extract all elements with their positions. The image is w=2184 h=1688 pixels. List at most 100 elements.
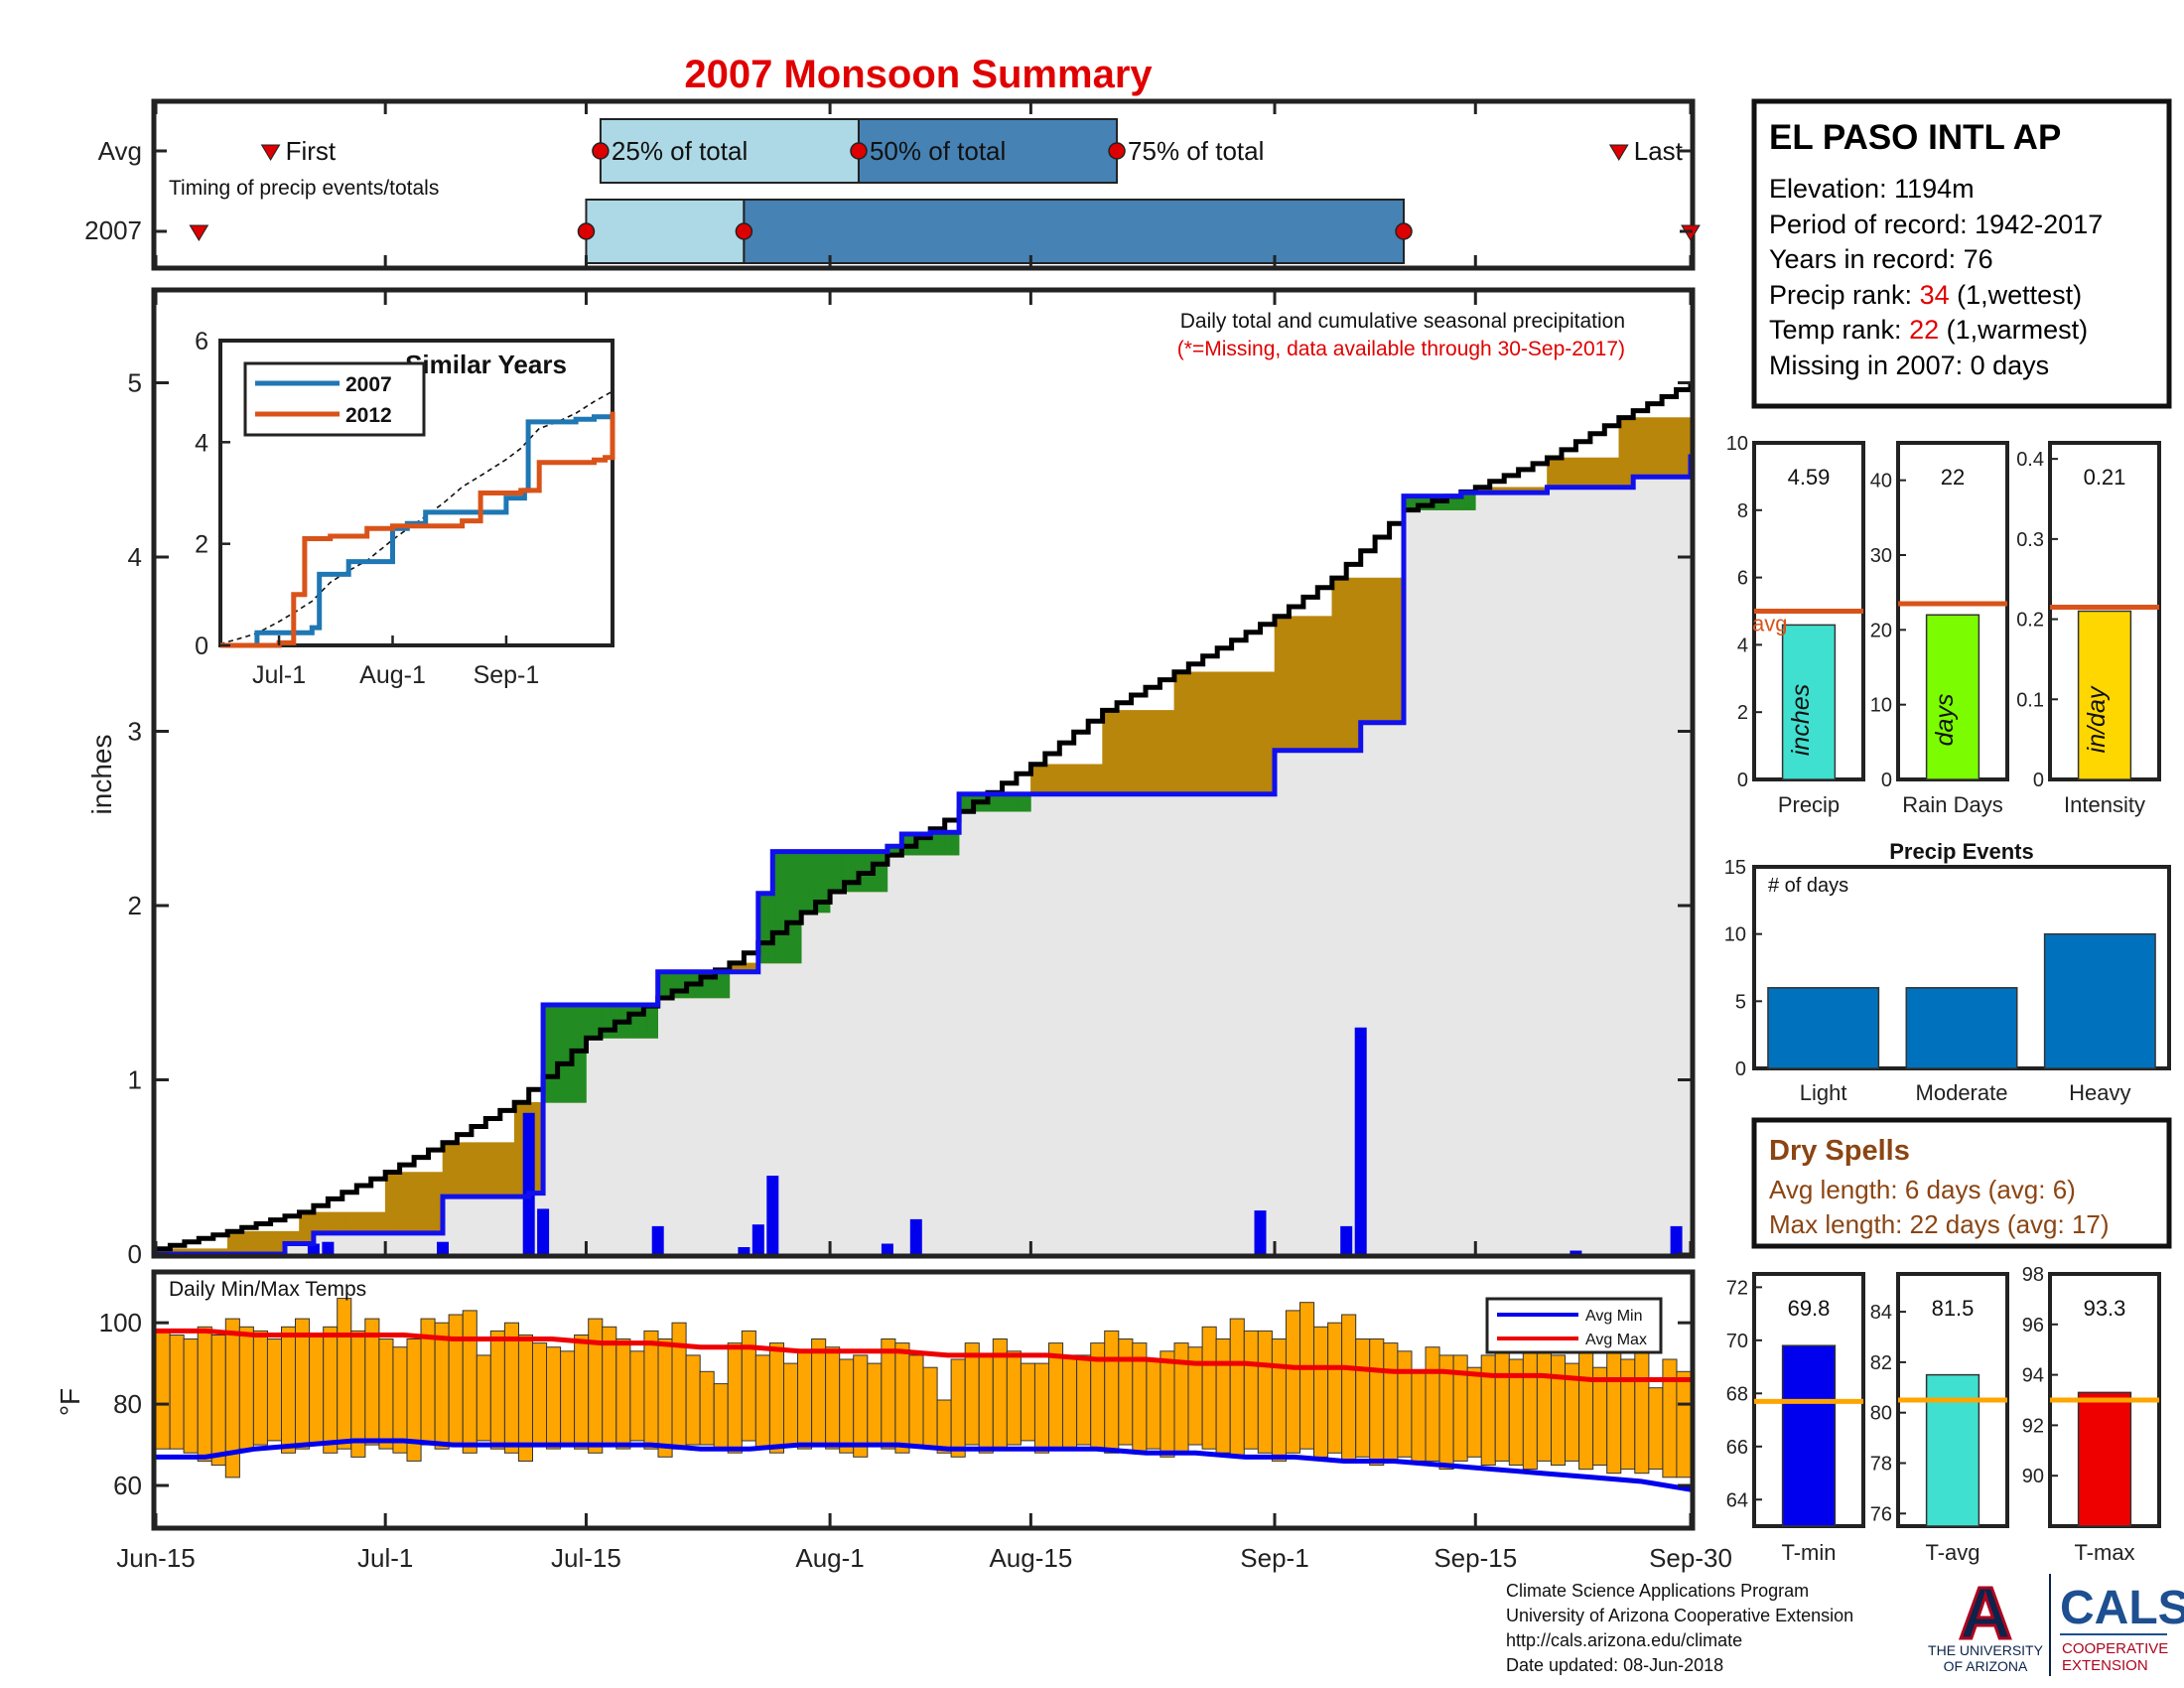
summary-y-tick-label: 72 bbox=[1726, 1277, 1748, 1299]
temps-legend-label-min: Avg Min bbox=[1585, 1308, 1643, 1325]
main-ylabel: inches bbox=[86, 735, 117, 815]
station-years: Years in record: 76 bbox=[1769, 244, 1993, 274]
timing-first-label: First bbox=[286, 136, 337, 166]
summary-y-tick-label: 20 bbox=[1870, 620, 1892, 641]
summary-value-Rain Days: 22 bbox=[1941, 465, 1965, 490]
timing-subtitle: Timing of precip events/totals bbox=[169, 177, 439, 200]
x-tick-label: Aug-15 bbox=[989, 1543, 1072, 1573]
daily-temp-range-bar bbox=[783, 1362, 799, 1446]
summary-y-tick-label: 66 bbox=[1726, 1437, 1748, 1459]
daily-temp-range-bar bbox=[1551, 1354, 1567, 1467]
daily-temp-range-bar bbox=[434, 1322, 450, 1450]
daily-temp-range-bar bbox=[1425, 1346, 1440, 1462]
daily-precip-bar bbox=[1570, 1250, 1582, 1254]
daily-temp-range-bar bbox=[210, 1335, 226, 1467]
summary-y-tick-label: 40 bbox=[1870, 471, 1892, 492]
daily-precip-bar bbox=[522, 1112, 535, 1254]
station-elevation: Elevation: 1194m bbox=[1769, 174, 1975, 204]
summary-y-tick-label: 78 bbox=[1870, 1454, 1892, 1476]
university-of-arizona-logo: A THE UNIVERSITY OF ARIZONA bbox=[1928, 1571, 2044, 1675]
daily-temp-range-bar bbox=[1285, 1310, 1301, 1454]
average-cumulative-line bbox=[155, 382, 1694, 1252]
summary-y-tick-label: 98 bbox=[2022, 1264, 2044, 1286]
daily-temp-range-bar bbox=[1243, 1330, 1259, 1450]
cals-logo-text: CALS bbox=[2060, 1582, 2184, 1634]
inset-title: Similar Years bbox=[405, 350, 567, 379]
summary-y-tick-label: 0 bbox=[1737, 770, 1748, 791]
daily-temp-range-bar bbox=[713, 1383, 729, 1450]
daily-temp-range-bar bbox=[685, 1354, 701, 1446]
events-y-tick-label: 5 bbox=[1735, 991, 1746, 1013]
precip-summary-panels: 4.59 0 2 4 6 8 10 Precip inches avg 22 0 10 20 30 40 Rai… bbox=[1726, 433, 2161, 817]
events-title: Precip Events bbox=[1889, 839, 2034, 864]
daily-temp-range-bar bbox=[1160, 1350, 1175, 1458]
daily-temp-range-bar bbox=[768, 1342, 785, 1454]
cals-logo-line1: COOPERATIVE bbox=[2062, 1640, 2168, 1657]
timing-avg-pct-marker-25 bbox=[592, 142, 610, 160]
station-period: Period of record: 1942-2017 bbox=[1769, 210, 2103, 239]
summary-value-T-avg: 81.5 bbox=[1932, 1296, 1975, 1321]
daily-precip-bar bbox=[738, 1247, 751, 1254]
temps-legend-label-max: Avg Max bbox=[1585, 1332, 1647, 1348]
credits-line1: Climate Science Applications Program bbox=[1506, 1581, 1809, 1601]
daily-precip-bar bbox=[881, 1243, 893, 1254]
daily-temp-range-bar bbox=[532, 1342, 548, 1446]
daily-precip-bar bbox=[751, 1224, 764, 1254]
summary-value-Intensity: 0.21 bbox=[2084, 465, 2126, 490]
daily-temp-range-bar bbox=[1411, 1370, 1427, 1462]
daily-temp-range-bar bbox=[462, 1310, 478, 1454]
events-ylabel: # of days bbox=[1768, 875, 1848, 897]
timing-pct-label-75: 75% of total bbox=[1128, 136, 1264, 166]
daily-temp-range-bar bbox=[1606, 1350, 1622, 1475]
daily-temp-range-bar bbox=[853, 1354, 869, 1458]
daily-temp-range-bar bbox=[908, 1354, 924, 1446]
events-y-tick-label: 15 bbox=[1724, 857, 1746, 879]
daily-temp-range-bar bbox=[1006, 1350, 1022, 1446]
daily-temp-range-bar bbox=[643, 1330, 659, 1450]
inset-x-tick-label: Sep-1 bbox=[474, 661, 540, 689]
daily-temp-range-bar bbox=[629, 1350, 645, 1442]
inset-legend-label-2007: 2007 bbox=[345, 373, 392, 396]
timing-avg-bar-25-50 bbox=[599, 118, 860, 184]
daily-precip-bar bbox=[437, 1241, 449, 1254]
daily-temp-range-bar bbox=[588, 1318, 604, 1454]
daily-temp-range-bar bbox=[1048, 1342, 1064, 1450]
daily-temp-range-bar bbox=[323, 1326, 339, 1454]
daily-temp-range-bar bbox=[378, 1338, 394, 1450]
temps-ylabel: °F bbox=[55, 1388, 85, 1416]
inset-y-tick-label: 0 bbox=[195, 633, 208, 660]
main-note-line1: Daily total and cumulative seasonal prec… bbox=[1180, 310, 1625, 333]
summary-caption-Rain Days: Rain Days bbox=[1902, 792, 2002, 817]
main-y-tick-label: 3 bbox=[128, 717, 142, 747]
ua-logo-letter: A bbox=[1959, 1572, 2011, 1654]
timing-year-bar-50-75 bbox=[743, 199, 1406, 264]
daily-temp-range-bar bbox=[1229, 1318, 1245, 1458]
year-cumulative-line bbox=[156, 454, 1694, 1257]
credits-line3: http://cals.arizona.edu/climate bbox=[1506, 1630, 1742, 1650]
daily-temp-range-bar bbox=[295, 1318, 311, 1450]
summary-caption-T-max: T-max bbox=[2074, 1540, 2134, 1565]
summary-y-tick-label: 4 bbox=[1737, 634, 1748, 656]
summary-caption-Precip: Precip bbox=[1778, 792, 1840, 817]
daily-precip-bar bbox=[1670, 1225, 1683, 1254]
daily-temp-range-bar bbox=[517, 1335, 534, 1462]
daily-temp-range-bar bbox=[448, 1314, 464, 1446]
temps-y-tick-label: 60 bbox=[113, 1471, 142, 1500]
summary-unit-Rain Days: days bbox=[1931, 694, 1959, 747]
summary-y-tick-label: 10 bbox=[1726, 433, 1748, 455]
daily-temp-range-bar bbox=[1383, 1342, 1399, 1462]
daily-temp-range-bar bbox=[350, 1330, 366, 1458]
cumulative-baseline-fill bbox=[156, 454, 1691, 1254]
timing-frame bbox=[151, 98, 1696, 271]
daily-temp-range-bar bbox=[281, 1326, 297, 1454]
summary-bar-T-min bbox=[1781, 1344, 1837, 1527]
daily-temp-range-bar bbox=[1271, 1338, 1288, 1462]
daily-temp-range-bar bbox=[1397, 1350, 1413, 1458]
daily-temp-range-bar bbox=[1369, 1338, 1385, 1466]
summary-bar-Rain Days bbox=[1925, 614, 1980, 780]
daily-precip-bar bbox=[1340, 1225, 1353, 1254]
summary-y-tick-label: 92 bbox=[2022, 1415, 2044, 1437]
daily-temp-range-bar bbox=[1578, 1335, 1594, 1471]
ua-logo-line1: THE UNIVERSITY bbox=[1928, 1642, 2044, 1658]
daily-temp-range-bar bbox=[839, 1358, 855, 1454]
